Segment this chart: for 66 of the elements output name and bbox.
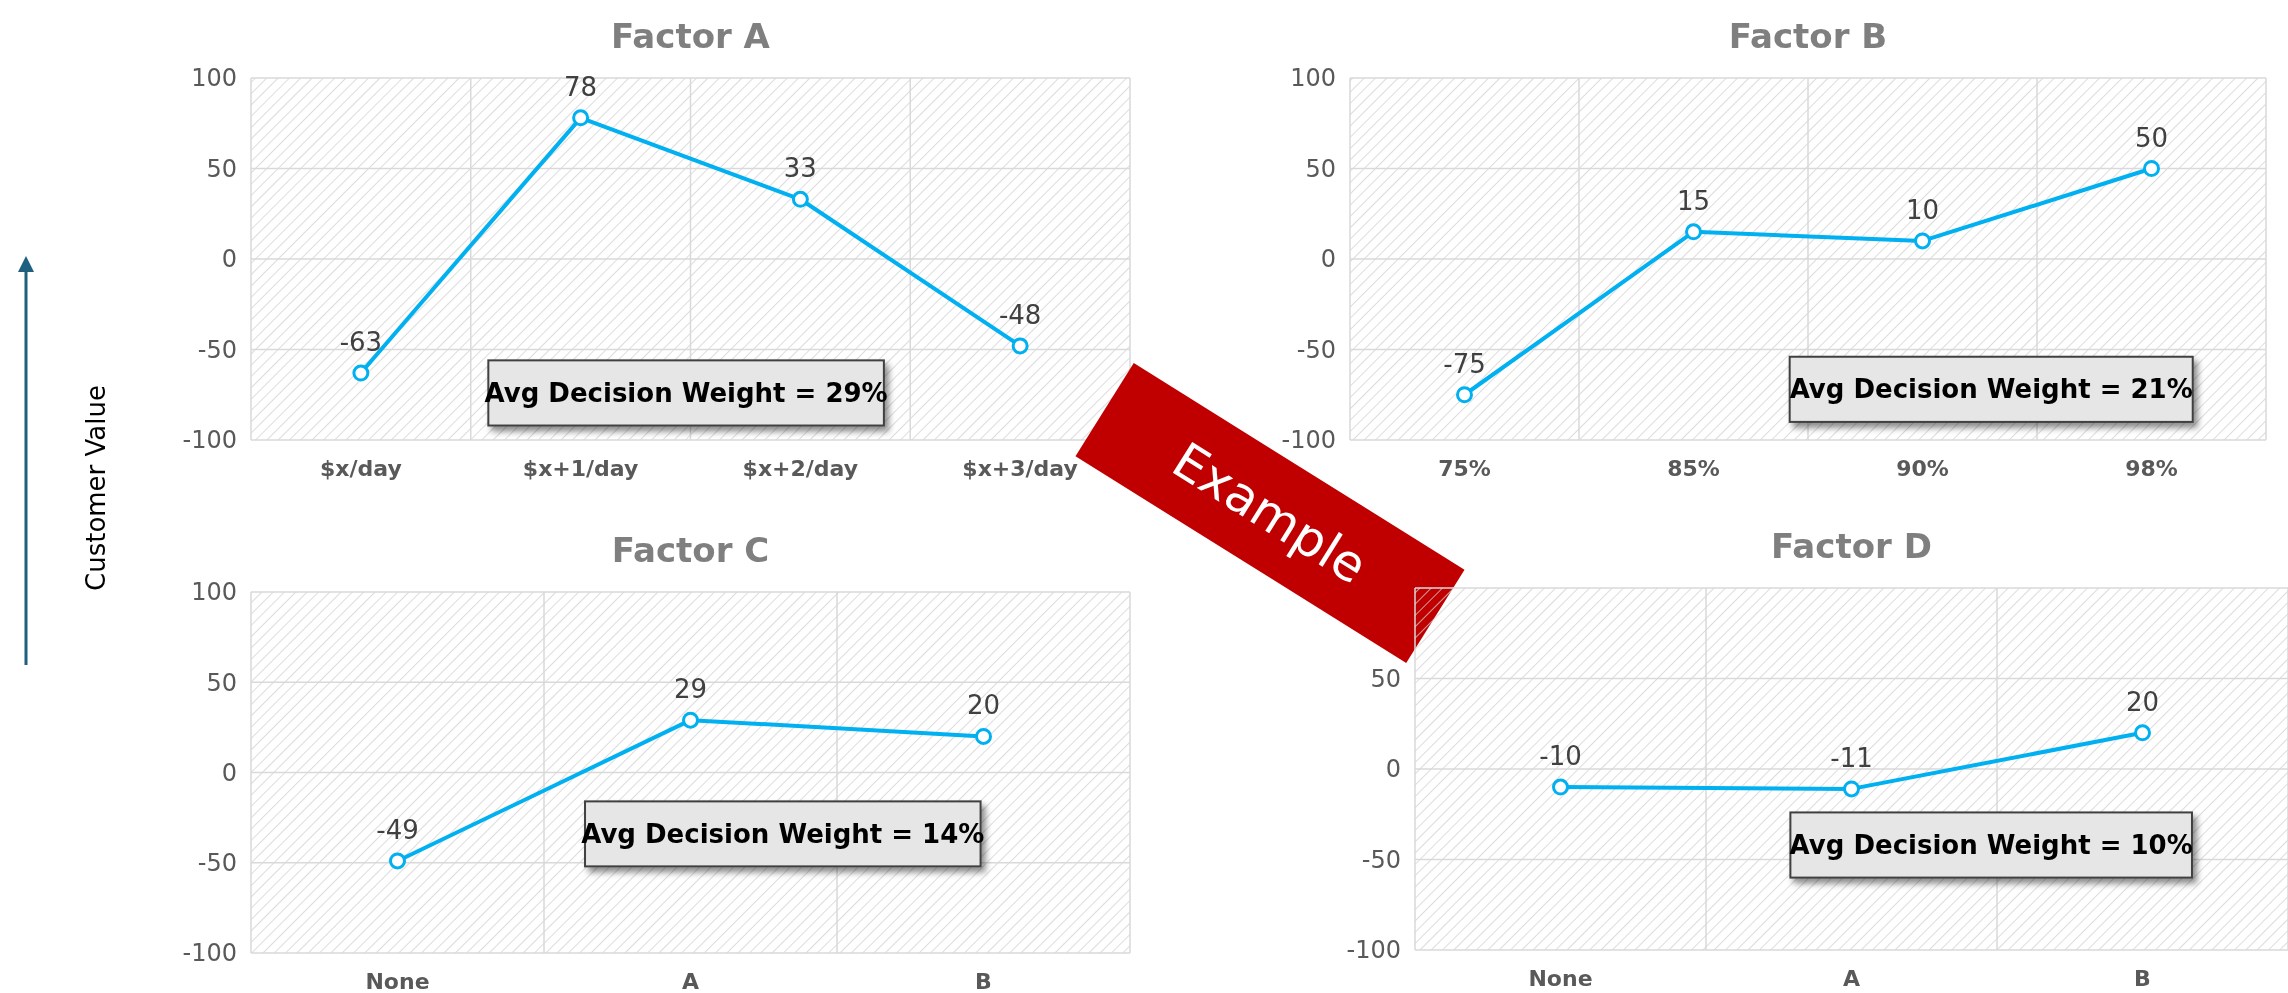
point — [389, 852, 406, 870]
y-axis-title: Customer Value — [81, 385, 112, 591]
y-tick-label: 0 — [221, 245, 237, 274]
y-tick-label: 50 — [206, 154, 237, 183]
y-tick-label: -50 — [1361, 845, 1401, 874]
x-tick-label: B — [975, 969, 992, 993]
y-tick-label: 50 — [1305, 154, 1336, 183]
data-label: -75 — [1443, 348, 1486, 379]
chart-title: Factor D — [1771, 526, 1932, 566]
data-label: 20 — [2125, 686, 2160, 717]
x-tick-label: 85% — [1667, 456, 1720, 481]
x-tick-label: None — [365, 969, 430, 993]
data-label: 78 — [564, 71, 598, 102]
x-tick-label: None — [1528, 966, 1593, 991]
chart-title: Factor B — [1728, 16, 1888, 56]
x-tick-label: $x+2/day — [742, 456, 859, 481]
y-tick-label: -100 — [182, 939, 237, 968]
data-label: -48 — [998, 299, 1042, 330]
data-label: 15 — [1676, 185, 1711, 216]
data-label: 20 — [966, 690, 1001, 721]
data-label: 33 — [783, 153, 817, 184]
data-label: -10 — [1539, 741, 1582, 772]
chart-title: Factor C — [611, 530, 770, 570]
point — [2143, 160, 2160, 177]
point — [1456, 386, 1473, 404]
point — [682, 711, 699, 729]
y-tick-label: -100 — [182, 426, 237, 455]
y-tick-label: -100 — [1346, 936, 1401, 965]
point — [2134, 724, 2151, 742]
y-tick-label: 100 — [191, 64, 237, 93]
x-tick-label: $x+3/day — [962, 456, 1078, 481]
point — [1914, 232, 1931, 250]
y-tick-label: -50 — [197, 335, 237, 364]
y-tick-label: 50 — [1370, 664, 1401, 693]
point — [1843, 780, 1860, 798]
data-label: 10 — [1905, 194, 1940, 225]
data-label: -63 — [339, 327, 383, 358]
y-tick-label: 0 — [221, 758, 237, 787]
point — [1552, 778, 1569, 796]
y-tick-label: -50 — [1296, 335, 1336, 364]
point — [1685, 223, 1702, 241]
point — [791, 190, 809, 208]
y-tick-label: 0 — [1320, 245, 1336, 274]
data-label: 29 — [673, 674, 708, 705]
data-label: 50 — [2134, 122, 2169, 153]
point — [975, 727, 992, 745]
data-label: -11 — [1830, 742, 1873, 773]
point — [1011, 337, 1029, 355]
x-tick-label: A — [1842, 966, 1861, 991]
annotation: Avg Decision Weight = 21% — [1789, 374, 2193, 405]
point — [572, 109, 590, 127]
data-label: -49 — [376, 814, 419, 845]
y-tick-label: 100 — [191, 578, 237, 607]
x-tick-label: 75% — [1438, 456, 1491, 481]
y-tick-label: -50 — [197, 849, 237, 878]
x-tick-label: $x/day — [319, 456, 402, 481]
point — [352, 364, 370, 382]
x-tick-label: B — [2134, 966, 2151, 991]
x-tick-label: $x+1/day — [522, 456, 639, 481]
x-tick-label: A — [681, 969, 700, 993]
y-tick-label: 50 — [206, 668, 237, 697]
y-tick-label: 0 — [1385, 755, 1401, 784]
chart-title: Factor A — [611, 16, 771, 56]
x-tick-label: 98% — [2125, 456, 2178, 481]
x-tick-label: 90% — [1896, 456, 1949, 481]
y-tick-label: 100 — [1290, 64, 1336, 93]
